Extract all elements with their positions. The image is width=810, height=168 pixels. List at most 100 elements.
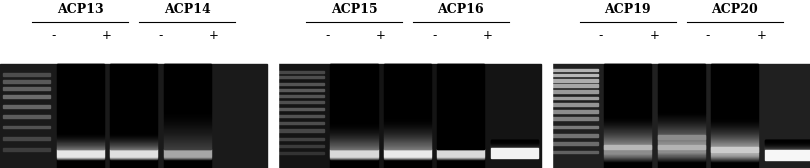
Bar (711, 165, 758, 166)
Bar (711, 97, 758, 98)
Bar (384, 87, 431, 88)
Bar (164, 77, 211, 78)
Bar (384, 103, 431, 104)
Bar (711, 133, 758, 134)
Bar (711, 94, 758, 95)
Bar (604, 113, 651, 114)
Bar (604, 152, 651, 153)
Bar (437, 65, 484, 66)
Bar (711, 109, 758, 110)
Bar (110, 89, 157, 90)
Bar (604, 97, 651, 98)
Bar (604, 77, 651, 78)
Bar (711, 150, 758, 151)
Bar (658, 132, 705, 133)
Bar (110, 83, 157, 84)
Bar (57, 110, 104, 111)
Bar (330, 141, 377, 142)
Bar (164, 117, 211, 118)
Bar (384, 76, 431, 77)
Bar (604, 95, 651, 96)
Bar (330, 148, 377, 149)
Bar (437, 104, 484, 105)
Bar (330, 67, 377, 68)
Bar (384, 133, 431, 134)
Bar (491, 140, 538, 141)
Bar (164, 72, 211, 73)
Bar (57, 95, 104, 96)
Bar (164, 128, 211, 129)
Bar (330, 125, 377, 126)
Bar (384, 88, 431, 89)
Bar (711, 96, 758, 97)
Bar (330, 93, 377, 94)
Bar (57, 146, 104, 147)
Bar (658, 138, 705, 139)
Bar (164, 107, 211, 108)
Bar (164, 109, 211, 110)
Bar (658, 145, 705, 149)
Bar (604, 128, 651, 129)
Bar (110, 102, 157, 103)
Bar (277, 71, 324, 73)
Bar (164, 102, 211, 103)
Bar (110, 163, 157, 164)
Bar (604, 111, 651, 112)
Bar (57, 143, 104, 144)
Bar (57, 150, 104, 151)
Bar (384, 121, 431, 122)
Bar (604, 147, 651, 148)
Bar (57, 100, 104, 101)
Bar (711, 153, 758, 154)
Bar (437, 152, 484, 153)
Bar (604, 110, 651, 111)
Bar (3, 95, 50, 98)
Bar (57, 164, 104, 165)
Bar (110, 85, 157, 86)
Bar (110, 159, 157, 160)
Bar (658, 134, 705, 135)
Bar (658, 140, 705, 141)
Bar (330, 158, 377, 159)
Bar (330, 79, 377, 80)
Bar (711, 89, 758, 90)
Bar (110, 72, 157, 73)
Bar (57, 115, 104, 116)
Bar (604, 121, 651, 122)
Bar (765, 145, 810, 146)
Bar (384, 85, 431, 86)
Bar (164, 98, 211, 99)
Bar (437, 110, 484, 111)
Bar (110, 155, 157, 156)
Bar (164, 100, 211, 101)
Bar (164, 158, 211, 159)
Bar (384, 137, 431, 138)
Bar (437, 165, 484, 166)
Bar (765, 148, 810, 149)
Bar (57, 166, 104, 167)
Bar (110, 67, 157, 68)
Bar (711, 68, 758, 69)
Bar (110, 109, 157, 110)
Bar (711, 74, 758, 75)
Bar (164, 157, 211, 158)
Bar (110, 135, 157, 136)
Bar (110, 143, 157, 144)
Bar (658, 73, 705, 74)
Text: -: - (706, 29, 710, 42)
Bar (491, 143, 538, 144)
Bar (765, 149, 810, 150)
Bar (711, 118, 758, 119)
Bar (110, 82, 157, 83)
Bar (57, 158, 104, 159)
Bar (437, 98, 484, 99)
Bar (110, 119, 157, 120)
Bar (658, 123, 705, 124)
Bar (110, 151, 157, 152)
Bar (57, 109, 104, 110)
Bar (604, 89, 651, 90)
Bar (110, 86, 157, 87)
Bar (711, 98, 758, 99)
Bar (437, 105, 484, 106)
Bar (604, 78, 651, 79)
